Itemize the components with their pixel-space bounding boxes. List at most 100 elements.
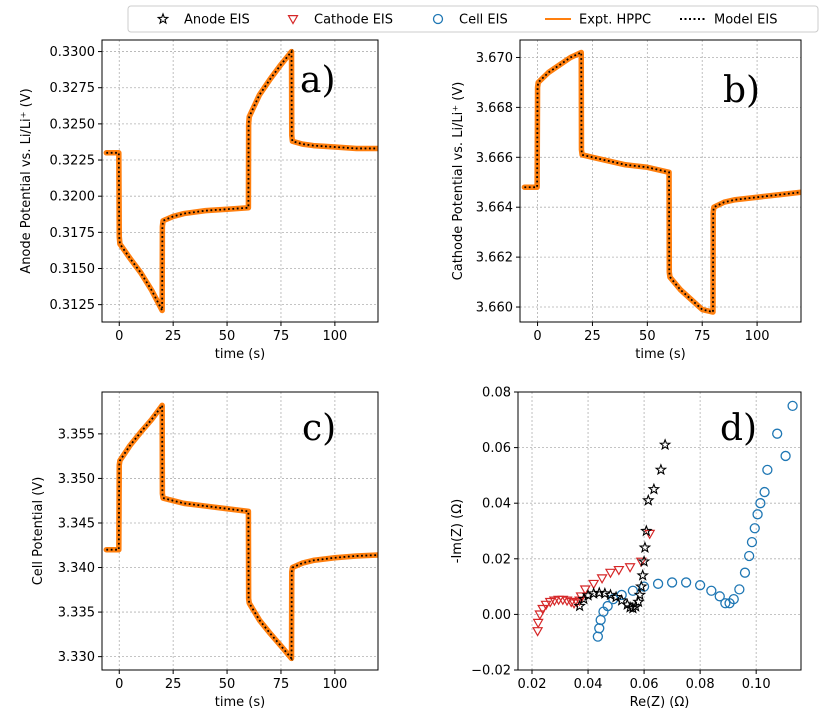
series-line-hppc <box>103 48 378 314</box>
data-point <box>602 600 613 612</box>
legend-frame <box>127 5 819 33</box>
y-tick-label: 0.3200 <box>50 190 96 205</box>
data-point <box>644 529 656 540</box>
x-tick-label: 75 <box>694 329 711 344</box>
panels: 0 25 50 75 100 0.3125 0.3150 0.3175 0.3200 0.3225… <box>19 39 802 710</box>
series-line-model <box>106 49 378 311</box>
data-point <box>615 593 628 606</box>
chart-panel-2: 0 25 50 75 100 3.660 3.662 3.664 3.666 3.668 3.670… <box>451 39 802 362</box>
x-tick-label: 75 <box>273 329 290 344</box>
data-point <box>613 565 625 576</box>
y-tick-label: 0.3300 <box>50 45 96 60</box>
data-point <box>561 596 573 607</box>
data-point <box>588 579 600 590</box>
x-axis-label: time (s) <box>215 347 265 362</box>
data-point <box>635 557 647 568</box>
plot-frame <box>519 39 802 323</box>
x-tick-label: 50 <box>639 329 656 344</box>
data-point <box>640 524 653 537</box>
y-axis-label: Anode Potential vs. Li/Li⁺ (V) <box>19 88 34 273</box>
x-tick-label: 0.06 <box>630 677 659 692</box>
legend-label: Model EIS <box>714 13 777 28</box>
data-point <box>755 498 766 509</box>
x-axis-label: time (s) <box>215 695 265 710</box>
x-tick-label: 0.02 <box>518 677 547 692</box>
legend: Anode EIS Cathode EIS Cell EIS Expt. HPPC Mo… <box>127 5 819 33</box>
y-tick-label: 3.666 <box>476 151 513 166</box>
data-point <box>537 604 549 615</box>
data-point <box>609 590 623 603</box>
data-point <box>780 450 791 462</box>
y-tick-label: 3.355 <box>58 427 95 442</box>
grid <box>102 392 378 670</box>
x-tick-label: 0.10 <box>742 677 771 692</box>
data-point <box>557 595 569 606</box>
series-circle <box>592 400 798 642</box>
y-tick-label: 3.662 <box>476 251 513 266</box>
x-tick-label: 0 <box>533 329 541 344</box>
legend-entry: Model EIS <box>680 13 777 28</box>
data-point <box>604 588 617 601</box>
data-point <box>637 555 651 567</box>
legend-swatch <box>156 12 170 25</box>
y-tick-label: 3.335 <box>58 606 95 621</box>
y-tick-label: 0.3275 <box>50 81 96 96</box>
data-point <box>587 586 600 599</box>
y-tick-label: 0.06 <box>482 441 511 456</box>
legend-entry: Cell EIS <box>432 13 508 28</box>
chart-panel-4: 0.02 0.04 0.06 0.08 0.10 −0.02 0.00 0.02 0.04 0.0… <box>450 386 802 710</box>
legend-entry: Cathode EIS <box>287 13 393 28</box>
data-point <box>694 580 706 591</box>
data-point <box>706 585 717 596</box>
data-point <box>772 428 783 439</box>
series-line-model <box>106 402 378 661</box>
data-point <box>604 568 616 579</box>
legend-label: Cathode EIS <box>314 13 393 28</box>
data-point <box>595 614 606 626</box>
data-point <box>594 623 605 634</box>
x-tick-label: 75 <box>273 677 290 692</box>
series-star <box>573 438 672 614</box>
legend-swatch <box>432 13 444 25</box>
data-point <box>632 595 645 608</box>
plot-frame <box>101 391 379 671</box>
y-axis-label: Cathode Potential vs. Li/Li⁺ (V) <box>451 82 466 281</box>
data-point <box>728 593 739 605</box>
data-point <box>565 597 577 608</box>
x-tick-label: 0 <box>115 329 123 344</box>
panel-letter: d) <box>720 408 757 449</box>
y-tick-label: 0.3175 <box>50 226 96 241</box>
y-axis-label: -Im(Z) (Ω) <box>450 499 465 563</box>
data-point <box>749 523 760 534</box>
y-tick-label: 3.340 <box>58 561 95 576</box>
data-point <box>787 400 798 412</box>
x-tick-label: 100 <box>322 329 347 344</box>
data-point <box>540 600 552 611</box>
x-tick-label: 25 <box>584 329 601 344</box>
x-tick-label: 100 <box>745 329 770 344</box>
data-point <box>714 591 725 602</box>
data-point <box>635 580 648 592</box>
data-layer <box>521 49 801 315</box>
panel-letter: c) <box>302 408 336 449</box>
data-point <box>734 584 745 595</box>
series-line-model <box>524 51 801 314</box>
data-point <box>642 493 655 506</box>
x-tick-label: 0.08 <box>686 677 715 692</box>
plot-frame <box>517 391 802 671</box>
x-tick-label: 25 <box>165 677 182 692</box>
data-point <box>532 618 544 629</box>
series-line-hppc <box>103 402 378 662</box>
data-point <box>762 464 773 475</box>
chart-panel-3: 0 25 50 75 100 3.330 3.335 3.340 3.345 3.350 3.355… <box>31 391 379 710</box>
y-tick-label: 3.664 <box>476 201 513 216</box>
data-point <box>573 599 586 612</box>
data-point <box>759 486 770 498</box>
series-triangle-down <box>532 529 656 637</box>
y-tick-label: 0.3150 <box>50 262 96 277</box>
y-tick-label: 3.350 <box>58 472 95 487</box>
y-tick-label: 0.08 <box>482 386 511 401</box>
x-tick-label: 50 <box>219 329 236 344</box>
panel-letter: b) <box>723 70 760 111</box>
data-point <box>654 463 668 476</box>
